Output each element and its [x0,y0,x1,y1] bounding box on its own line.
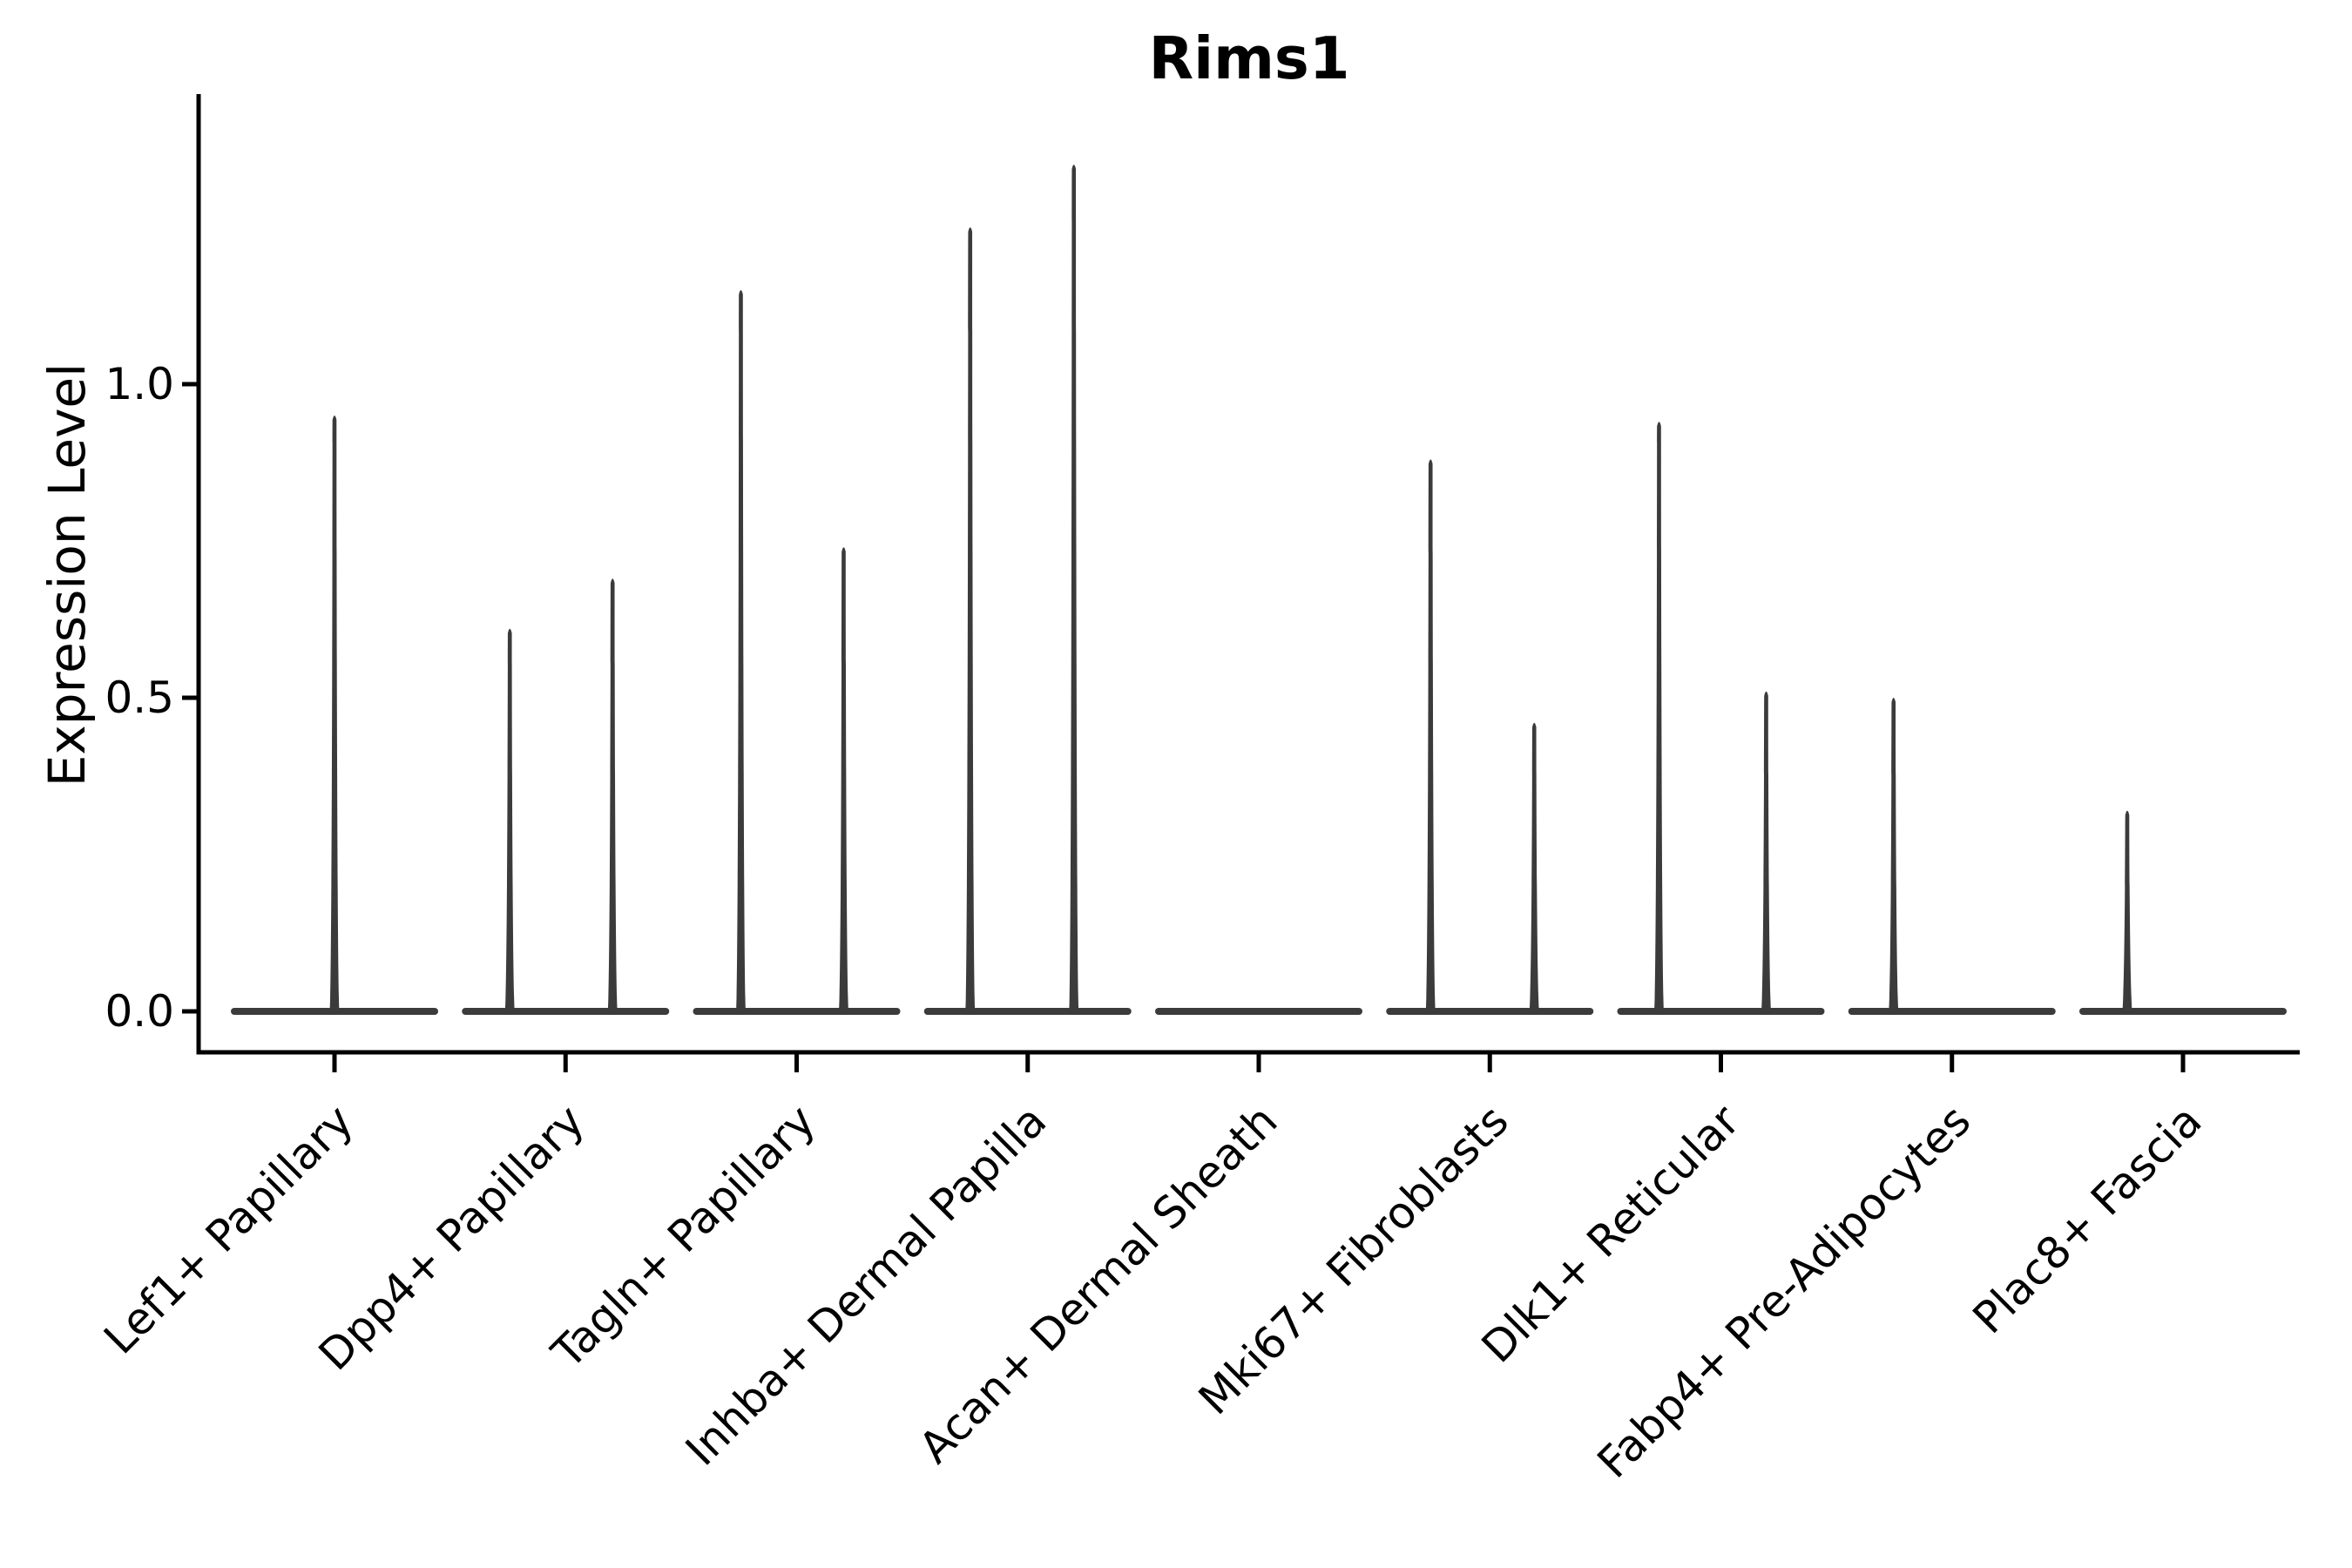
x-tick-label: Fabp4+ Pre-Adipocytes [1588,1095,1981,1488]
x-tick-label: Lef1+ Papillary [94,1095,362,1363]
violin-spike [1425,459,1436,1011]
violin-spike [1654,422,1664,1011]
y-tick-label: 1.0 [105,359,174,409]
violin-spike [1889,698,1899,1011]
violin-spike [736,290,746,1011]
violin-spike [839,547,848,1011]
violin-spike [1069,165,1079,1011]
violin-spike [329,416,340,1011]
x-tick-label: Plac8+ Fascia [1963,1095,2212,1343]
violin-spike [965,227,976,1011]
violin-spike [2122,810,2132,1011]
y-tick-label: 0.5 [105,672,174,723]
y-tick-label: 0.0 [105,986,174,1037]
violin-spike [1529,722,1539,1011]
violin-spike [504,628,515,1011]
violin-spike [1761,691,1771,1011]
violin-spike [607,578,618,1011]
chart-title: Rims1 [1148,24,1350,92]
